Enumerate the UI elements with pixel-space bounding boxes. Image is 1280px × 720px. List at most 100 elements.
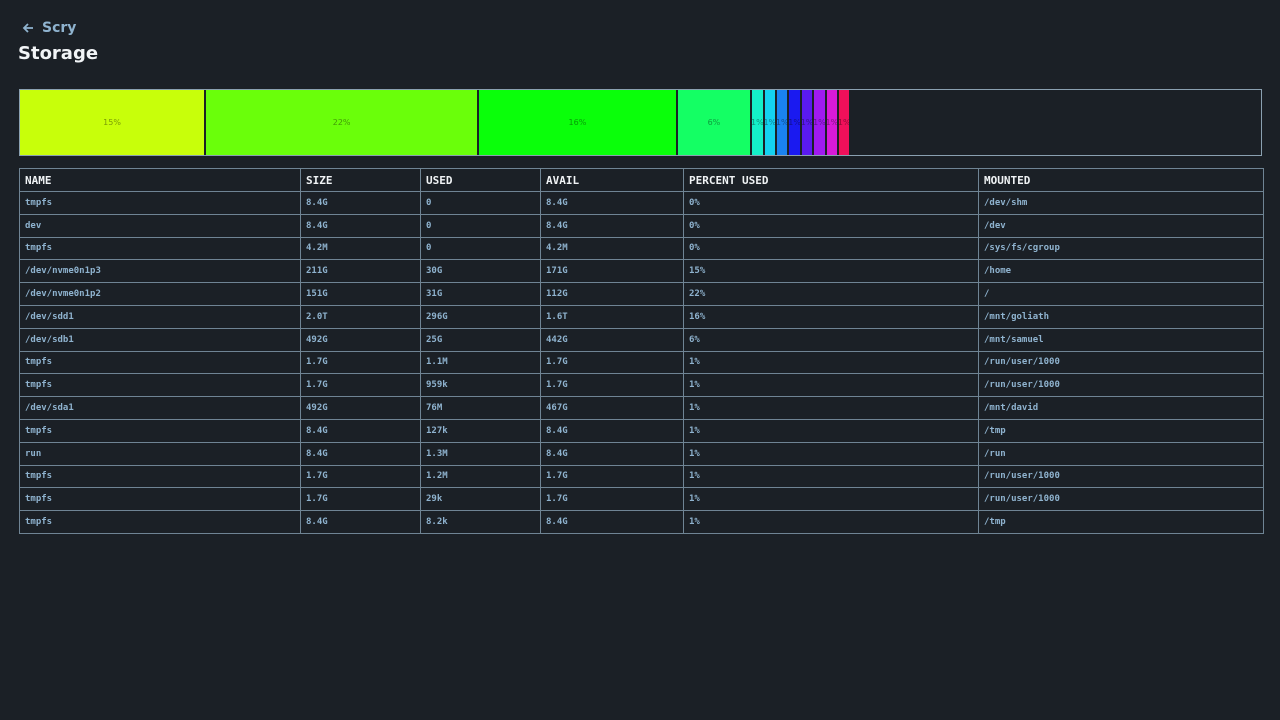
table-cell: 0 [420, 191, 541, 215]
page-title: Storage [18, 43, 99, 64]
usage-segment: 1% [801, 90, 815, 155]
table-cell: 1% [683, 350, 979, 375]
segment-label: 15% [103, 118, 121, 127]
table-cell: 8.4G [540, 441, 684, 466]
table-cell: 1% [683, 373, 979, 398]
table-cell: /home [978, 259, 1264, 284]
usage-segment: 1% [777, 90, 790, 155]
table-cell: 1.3M [420, 441, 541, 466]
table-cell: /dev/sdb1 [19, 327, 301, 352]
usage-segment: 1% [814, 90, 827, 155]
table-cell: 1.7G [300, 464, 421, 489]
table-cell: 8.4G [540, 213, 684, 238]
table-cell: tmpfs [19, 373, 301, 398]
table-cell: 6% [683, 327, 979, 352]
table-cell: tmpfs [19, 487, 301, 512]
usage-segment: 1% [826, 90, 840, 155]
table-row: tmpfs 1.7G 29k 1.7G 1%/run/user/1000 [19, 487, 1264, 512]
table-cell: 8.4G [540, 418, 684, 443]
segment-label: 1% [752, 118, 764, 127]
table-cell: tmpfs [19, 350, 301, 375]
table-cell: /run/user/1000 [978, 373, 1264, 398]
table-cell: 8.4G [300, 510, 421, 534]
table-row: /dev/nvme0n1p3 211G 30G 171G 15%/home [19, 259, 1264, 284]
table-cell: 8.4G [300, 191, 421, 215]
column-header: SIZE [300, 168, 421, 192]
table-cell: 8.4G [300, 418, 421, 443]
table-cell: 1% [683, 396, 979, 420]
table-cell: tmpfs [19, 418, 301, 443]
back-label: Scry [42, 20, 77, 36]
column-header: AVAIL [540, 168, 684, 192]
table-cell: /tmp [978, 418, 1264, 443]
table-row: tmpfs 1.7G 1.2M 1.7G 1%/run/user/1000 [19, 464, 1264, 489]
table-cell: tmpfs [19, 236, 301, 261]
usage-segment: 1% [839, 90, 852, 155]
table-cell: 0% [683, 213, 979, 238]
table-cell: 1% [683, 464, 979, 489]
table-cell: /mnt/david [978, 396, 1264, 420]
table-cell: 0 [420, 213, 541, 238]
usage-segment: 1% [764, 90, 777, 155]
table-cell: /sys/fs/cgroup [978, 236, 1264, 261]
table-cell: /tmp [978, 510, 1264, 534]
table-cell: 1% [683, 418, 979, 443]
table-cell: 296G [420, 304, 541, 329]
table-cell: /run [978, 441, 1264, 466]
table-cell: 1% [683, 441, 979, 466]
table-cell: /dev/sdd1 [19, 304, 301, 329]
table-cell: 25G [420, 327, 541, 352]
table-cell: tmpfs [19, 191, 301, 215]
table-cell: 2.0T [300, 304, 421, 329]
table-cell: 4.2M [540, 236, 684, 261]
segment-label: 1% [839, 118, 851, 127]
column-header: USED [420, 168, 541, 192]
table-row: tmpfs 1.7G 959k 1.7G 1%/run/user/1000 [19, 373, 1264, 398]
table-cell: 31G [420, 282, 541, 306]
table-row: /dev/sda1 492G 76M 467G 1%/mnt/david [19, 396, 1264, 420]
table-row: run 8.4G 1.3M 8.4G 1%/run [19, 441, 1264, 466]
table-cell: /dev [978, 213, 1264, 238]
table-row: tmpfs 8.4G 8.2k 8.4G 1%/tmp [19, 510, 1264, 534]
table-cell: 1.7G [540, 464, 684, 489]
table-cell: 8.4G [540, 191, 684, 215]
table-cell: /run/user/1000 [978, 350, 1264, 375]
table-cell: 1.7G [540, 350, 684, 375]
segment-label: 1% [764, 118, 777, 127]
table-cell: 442G [540, 327, 684, 352]
table-row: /dev/sdb1 492G 25G 442G 6%/mnt/samuel [19, 327, 1264, 352]
table-cell: 4.2M [300, 236, 421, 261]
table-cell: 492G [300, 327, 421, 352]
table-cell: 0% [683, 191, 979, 215]
table-row: /dev/sdd1 2.0T 296G 1.6T 16%/mnt/goliath [19, 304, 1264, 329]
table-cell: tmpfs [19, 510, 301, 534]
table-row: tmpfs 8.4G 127k 8.4G 1%/tmp [19, 418, 1264, 443]
back-link[interactable]: Scry [22, 18, 76, 38]
table-cell: /run/user/1000 [978, 487, 1264, 512]
table-cell: 1% [683, 487, 979, 512]
back-arrow [22, 23, 33, 33]
usage-segment: 22% [206, 90, 480, 155]
table-cell: dev [19, 213, 301, 238]
table-cell: 1.1M [420, 350, 541, 375]
table-cell: 492G [300, 396, 421, 420]
table-cell: 16% [683, 304, 979, 329]
table-cell: run [19, 441, 301, 466]
table-cell: 127k [420, 418, 541, 443]
table-cell: /dev/nvme0n1p2 [19, 282, 301, 306]
table-cell: /dev/shm [978, 191, 1264, 215]
column-header: MOUNTED [978, 168, 1264, 192]
header-row: NAME SIZE USED AVAIL PERCENT USED MOUNTED [19, 168, 1264, 192]
table-cell: 211G [300, 259, 421, 284]
table-cell: /dev/nvme0n1p3 [19, 259, 301, 284]
table-cell: 1.2M [420, 464, 541, 489]
table-cell: 0 [420, 236, 541, 261]
table-cell: /dev/sda1 [19, 396, 301, 420]
table-cell: 959k [420, 373, 541, 398]
usage-segment: 6% [677, 90, 753, 155]
usage-segment: 1% [752, 90, 765, 155]
table-cell: 1.6T [540, 304, 684, 329]
column-header: NAME [19, 168, 301, 192]
usage-segment: 15% [20, 90, 207, 155]
